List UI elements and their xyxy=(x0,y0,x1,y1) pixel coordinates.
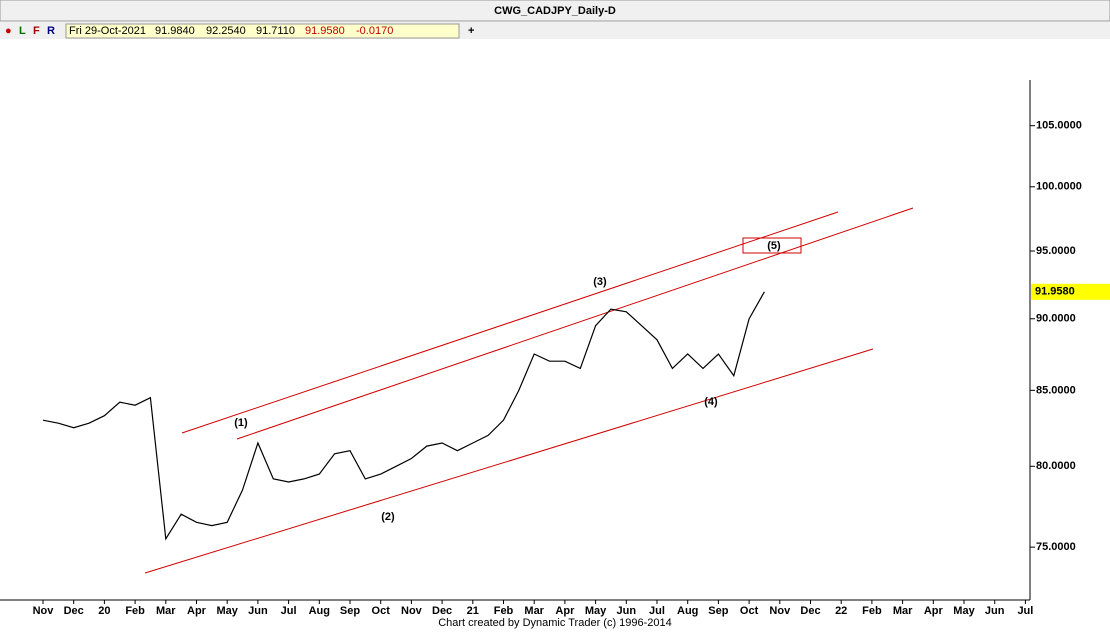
toolbar-button[interactable]: F xyxy=(33,25,40,37)
y-tick-label: 105.0000 xyxy=(1036,120,1082,132)
x-tick-label: Jun xyxy=(248,605,268,617)
x-tick-label: Sep xyxy=(340,605,360,617)
x-tick-label: Dec xyxy=(432,605,452,617)
x-tick-label: Dec xyxy=(800,605,820,617)
x-tick-label: Apr xyxy=(555,605,575,617)
x-tick-label: Mar xyxy=(893,605,913,617)
wave-label: (1) xyxy=(234,417,248,429)
trend-line xyxy=(181,211,839,434)
y-tick-label: 95.0000 xyxy=(1036,245,1076,257)
x-tick-label: Nov xyxy=(33,605,55,617)
x-tick-label: Oct xyxy=(740,605,759,617)
trend-line xyxy=(236,207,914,440)
quote-close: 91.9580 xyxy=(305,25,345,37)
x-tick-label: Feb xyxy=(125,605,145,617)
toolbar-button[interactable]: R xyxy=(47,25,55,37)
dot: ● xyxy=(5,25,12,37)
y-tick-label: 80.0000 xyxy=(1036,460,1076,472)
title-bar xyxy=(0,0,1110,22)
x-tick-label: 22 xyxy=(835,605,847,617)
wave-label: (5) xyxy=(767,240,781,252)
x-tick-label: Oct xyxy=(372,605,391,617)
x-tick-label: Apr xyxy=(924,605,944,617)
x-tick-label: 21 xyxy=(467,605,479,617)
x-tick-label: May xyxy=(216,605,238,617)
x-tick-label: Aug xyxy=(677,605,698,617)
x-tick-label: Aug xyxy=(309,605,330,617)
quote-box xyxy=(65,23,460,39)
x-tick-label: Dec xyxy=(64,605,84,617)
x-tick-label: Jul xyxy=(649,605,665,617)
x-tick-label: Jul xyxy=(1017,605,1033,617)
x-tick-label: Jun xyxy=(617,605,637,617)
x-tick-label: Apr xyxy=(187,605,207,617)
quote-open: 91.9840 xyxy=(155,25,195,37)
quote-date: Fri 29-Oct-2021 xyxy=(69,25,146,37)
quote-low: 91.7110 xyxy=(256,25,295,37)
trend-lines xyxy=(144,207,914,574)
toolbar-button[interactable]: L xyxy=(19,25,26,37)
x-tick-label: Nov xyxy=(769,605,791,617)
last-price-label: 91.9580 xyxy=(1035,286,1075,298)
add-button[interactable]: + xyxy=(468,25,474,37)
trend-line xyxy=(144,348,874,574)
x-tick-label: Jul xyxy=(281,605,297,617)
quote-high: 92.2540 xyxy=(206,25,246,37)
y-tick-label: 75.0000 xyxy=(1036,541,1076,553)
chart-title: CWG_CADJPY_Daily-D xyxy=(494,5,616,17)
y-tick-label: 85.0000 xyxy=(1036,384,1076,396)
wave-label: (4) xyxy=(704,396,718,408)
x-tick-label: 20 xyxy=(98,605,110,617)
x-tick-label: Nov xyxy=(401,605,423,617)
x-tick-label: May xyxy=(953,605,975,617)
footer: Chart created by Dynamic Trader (c) 1996… xyxy=(438,617,672,629)
target-box xyxy=(742,237,802,254)
x-tick-label: Mar xyxy=(156,605,176,617)
last-price-box xyxy=(1031,283,1110,300)
x-tick-label: Feb xyxy=(862,605,882,617)
price-line xyxy=(42,291,765,541)
x-tick-label: Sep xyxy=(708,605,728,617)
x-tick-label: Jun xyxy=(985,605,1005,617)
wave-label: (3) xyxy=(593,276,607,288)
y-tick-label: 90.0000 xyxy=(1036,313,1076,325)
x-tick-label: Mar xyxy=(524,605,544,617)
y-tick-label: 100.0000 xyxy=(1036,181,1082,193)
x-tick-label: Feb xyxy=(494,605,514,617)
x-tick-label: May xyxy=(585,605,607,617)
quote-change: -0.0170 xyxy=(356,25,393,37)
wave-label: (2) xyxy=(381,511,395,523)
